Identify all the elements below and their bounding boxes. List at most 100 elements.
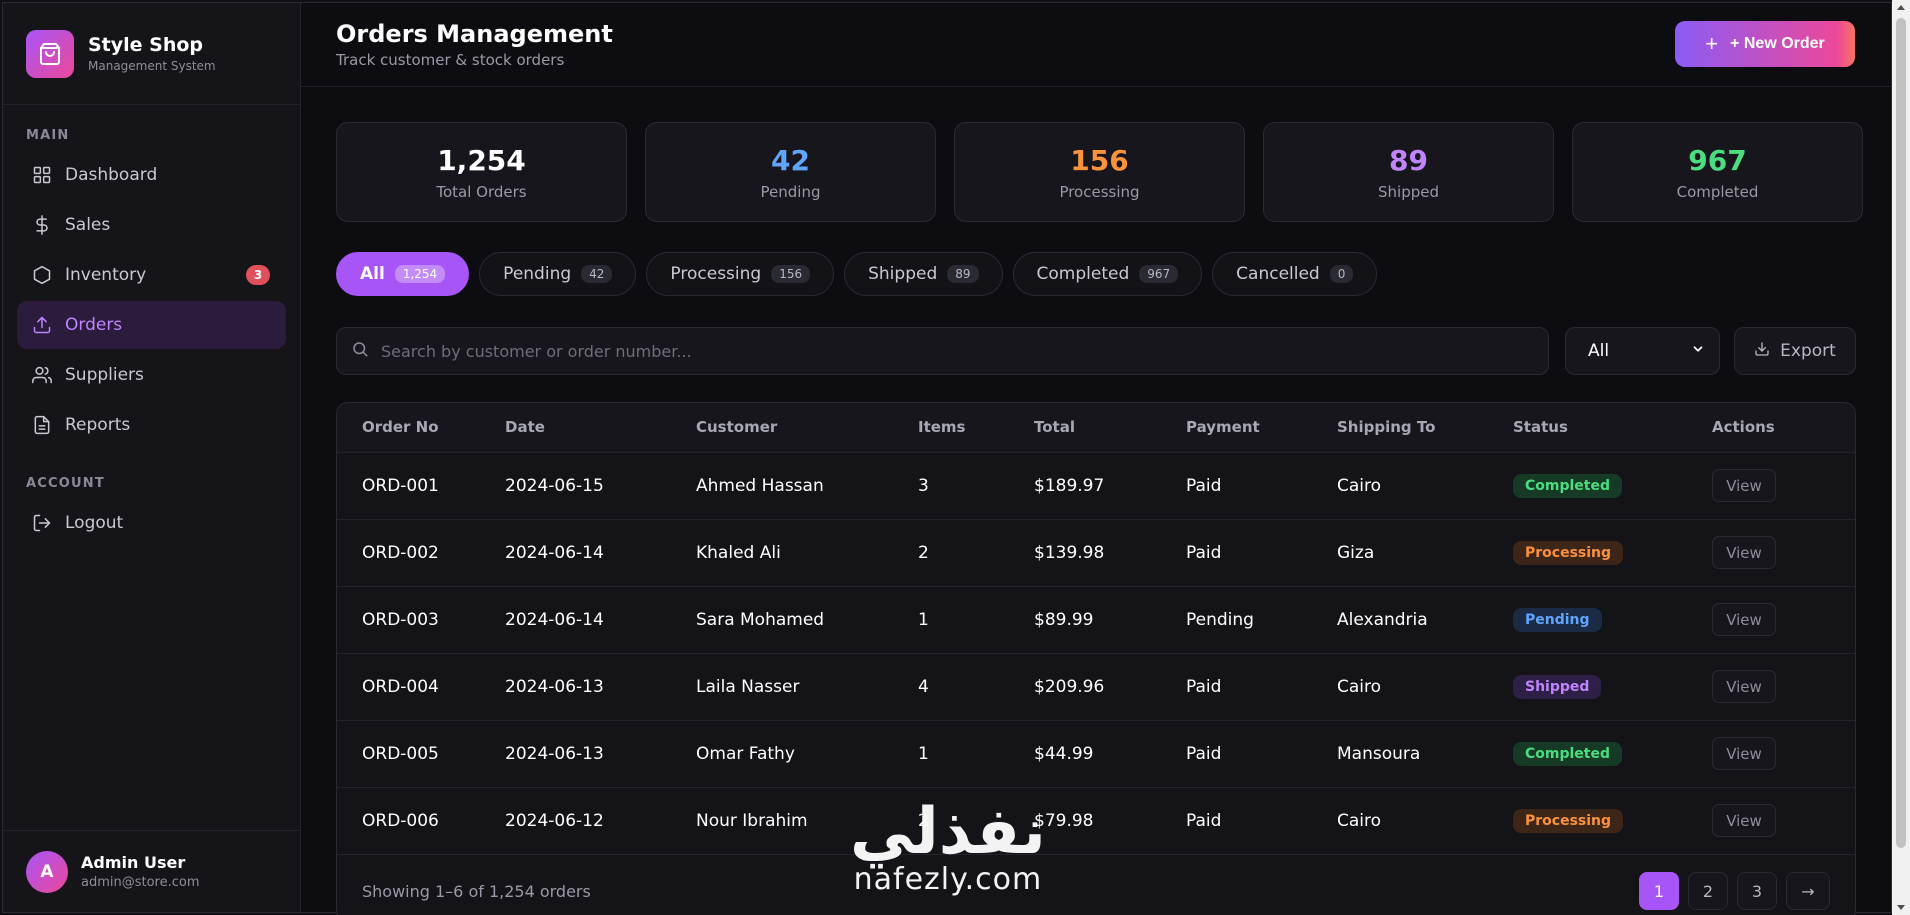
filter-tab-all[interactable]: All 1,254: [336, 252, 470, 296]
status-badge: Shipped: [1513, 674, 1602, 699]
cell-customer: Nour Ibrahim: [696, 787, 918, 855]
topbar: Orders Management Track customer & stock…: [301, 3, 1891, 87]
stat-label: Processing: [1059, 182, 1140, 201]
sidebar-item-label: Inventory: [65, 265, 147, 285]
page-button-3[interactable]: 3: [1737, 872, 1777, 910]
user-profile[interactable]: A Admin User admin@store.com: [3, 830, 300, 912]
sidebar-item-label: Reports: [65, 415, 131, 435]
cell-items: 1: [918, 720, 1034, 788]
grid-icon: [31, 164, 53, 186]
sidebar-item-suppliers[interactable]: Suppliers: [17, 351, 286, 399]
search-box: [336, 327, 1549, 375]
cell-shipping: Cairo: [1337, 787, 1513, 855]
sidebar-item-inventory[interactable]: Inventory 3: [17, 251, 286, 299]
table-row[interactable]: ORD-003 2024-06-14 Sara Mohamed 1 $89.99…: [337, 586, 1855, 654]
search-input[interactable]: [381, 341, 1548, 361]
column-header[interactable]: Items: [918, 403, 1034, 453]
brand-subtitle: Management System: [88, 59, 216, 73]
scrollbar-thumb[interactable]: [1896, 18, 1906, 848]
user-email: admin@store.com: [81, 875, 200, 890]
page-button-2[interactable]: 2: [1688, 872, 1728, 910]
stat-label: Shipped: [1378, 182, 1439, 201]
sidebar-item-reports[interactable]: Reports: [17, 401, 286, 449]
stat-card-completed: 967 Completed: [1572, 122, 1863, 222]
new-order-button[interactable]: + + New Order: [1675, 21, 1855, 67]
filter-label: Processing: [670, 264, 762, 284]
stat-label: Completed: [1676, 182, 1759, 201]
stats-row: 1,254 Total Orders 42 Pending 156 Proces…: [336, 122, 1863, 222]
cell-customer: Omar Fathy: [696, 720, 918, 788]
filter-tab-shipped[interactable]: Shipped 89: [844, 252, 1003, 296]
sidebar-item-sales[interactable]: Sales: [17, 201, 286, 249]
filter-label: All: [360, 264, 385, 284]
cell-items: 2: [918, 519, 1034, 587]
section-label-account: ACCOUNT: [26, 476, 105, 491]
table-row[interactable]: ORD-004 2024-06-13 Laila Nasser 4 $209.9…: [337, 653, 1855, 721]
cell-actions: View: [1712, 519, 1855, 587]
filter-label: Shipped: [868, 264, 938, 284]
view-button[interactable]: View: [1712, 804, 1776, 837]
page-scrollbar[interactable]: [1892, 0, 1910, 915]
main-content: Orders Management Track customer & stock…: [301, 3, 1891, 915]
cell-total: $189.97: [1034, 452, 1186, 520]
column-header[interactable]: Status: [1513, 403, 1712, 453]
scroll-down-arrow-icon[interactable]: [1897, 905, 1905, 910]
sidebar-item-logout[interactable]: Logout: [17, 499, 286, 547]
filter-tab-pending[interactable]: Pending 42: [479, 252, 637, 296]
column-header[interactable]: Order No: [337, 403, 505, 453]
cell-customer: Laila Nasser: [696, 653, 918, 721]
scroll-up-arrow-icon[interactable]: [1897, 5, 1905, 10]
cell-actions: View: [1712, 452, 1855, 520]
table-row[interactable]: ORD-001 2024-06-15 Ahmed Hassan 3 $189.9…: [337, 452, 1855, 520]
stat-label: Total Orders: [436, 182, 527, 201]
status-select-value: All: [1588, 341, 1610, 361]
view-button[interactable]: View: [1712, 536, 1776, 569]
cell-status: Processing: [1513, 787, 1712, 855]
cell-shipping: Alexandria: [1337, 586, 1513, 654]
brand[interactable]: Style Shop Management System: [3, 3, 300, 105]
page-subtitle: Track customer & stock orders: [336, 51, 565, 69]
filter-tab-cancelled[interactable]: Cancelled 0: [1212, 252, 1378, 296]
export-button[interactable]: Export: [1734, 327, 1856, 375]
column-header[interactable]: Total: [1034, 403, 1186, 453]
column-header[interactable]: Payment: [1186, 403, 1337, 453]
hexagon-icon: [31, 264, 53, 286]
view-button[interactable]: View: [1712, 670, 1776, 703]
status-select[interactable]: All: [1565, 327, 1720, 375]
cell-order-no: ORD-001: [337, 452, 505, 520]
users-icon: [31, 364, 53, 386]
filter-tab-processing[interactable]: Processing 156: [646, 252, 835, 296]
cell-shipping: Cairo: [1337, 653, 1513, 721]
table-row[interactable]: ORD-002 2024-06-14 Khaled Ali 2 $139.98 …: [337, 519, 1855, 587]
view-button[interactable]: View: [1712, 603, 1776, 636]
cell-date: 2024-06-14: [505, 519, 696, 587]
cell-items: 4: [918, 653, 1034, 721]
stat-value: 89: [1389, 143, 1428, 177]
cell-status: Completed: [1513, 720, 1712, 788]
column-header[interactable]: Shipping To: [1337, 403, 1513, 453]
view-button[interactable]: View: [1712, 737, 1776, 770]
column-header[interactable]: Date: [505, 403, 696, 453]
cell-date: 2024-06-13: [505, 653, 696, 721]
cell-shipping: Cairo: [1337, 452, 1513, 520]
sidebar-item-dashboard[interactable]: Dashboard: [17, 151, 286, 199]
column-header[interactable]: Customer: [696, 403, 918, 453]
filter-count: 967: [1139, 265, 1179, 283]
next-page-button[interactable]: →: [1786, 872, 1830, 910]
view-button[interactable]: View: [1712, 469, 1776, 502]
table-row[interactable]: ORD-006 2024-06-12 Nour Ibrahim 2 $79.98…: [337, 787, 1855, 855]
cell-date: 2024-06-13: [505, 720, 696, 788]
cell-total: $139.98: [1034, 519, 1186, 587]
cell-payment: Paid: [1186, 720, 1337, 788]
page-title: Orders Management: [336, 20, 613, 48]
status-filter-tabs: All 1,254 Pending 42 Processing 156 Ship…: [336, 252, 1378, 296]
filter-count: 0: [1329, 265, 1354, 283]
sidebar-item-orders[interactable]: Orders: [17, 301, 286, 349]
table-row[interactable]: ORD-005 2024-06-13 Omar Fathy 1 $44.99 P…: [337, 720, 1855, 788]
filter-label: Pending: [503, 264, 572, 284]
filter-tab-completed[interactable]: Completed 967: [1012, 252, 1203, 296]
status-badge: Completed: [1513, 473, 1623, 498]
cell-items: 2: [918, 787, 1034, 855]
page-button-1[interactable]: 1: [1639, 872, 1679, 910]
